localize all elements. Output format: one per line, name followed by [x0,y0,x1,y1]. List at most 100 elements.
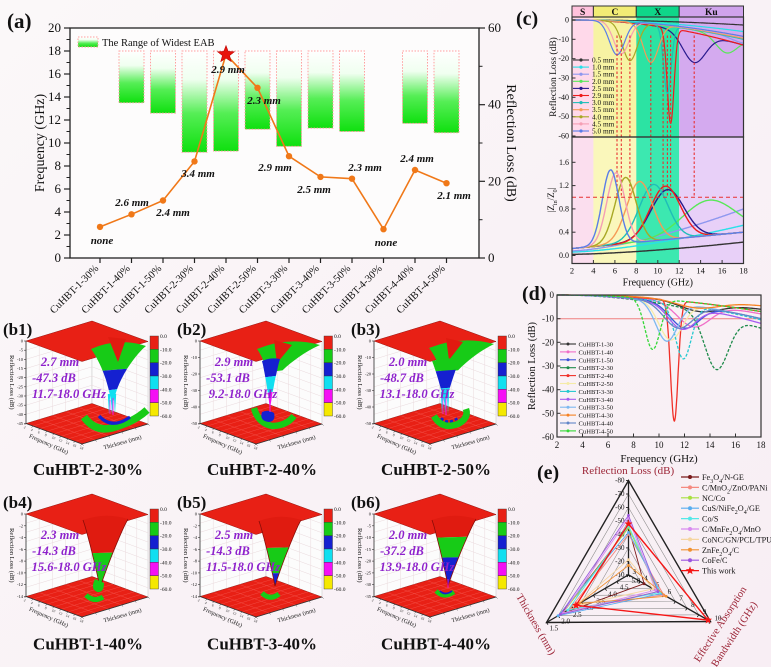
svg-text:2.5 mm: 2.5 mm [214,528,253,542]
svg-text:-20: -20 [17,375,24,380]
svg-text:CuHBT-4-40: CuHBT-4-40 [579,421,614,428]
svg-text:-50.0: -50.0 [508,574,520,580]
svg-text:CuHBT-2-30%: CuHBT-2-30% [33,460,143,479]
svg-text:1.2: 1.2 [559,181,569,190]
svg-text:-10: -10 [17,357,24,362]
svg-text:-20: -20 [542,337,554,347]
svg-text:16: 16 [246,616,251,621]
svg-text:-30.0: -30.0 [334,374,346,380]
svg-text:6: 6 [37,430,40,434]
svg-text:CuHBT-2-50%: CuHBT-2-50% [381,460,491,479]
svg-text:-30.0: -30.0 [508,374,520,380]
svg-text:-30: -30 [17,394,24,399]
svg-text:18: 18 [253,446,258,451]
svg-text:This work: This work [702,567,736,576]
svg-text:-60.0: -60.0 [334,587,346,593]
svg-text:-14: -14 [17,594,24,599]
svg-text:2.3 mm: 2.3 mm [347,162,382,174]
svg-text:8: 8 [392,433,395,437]
svg-text:(e): (e) [537,462,559,484]
svg-text:CuHBT-3-40%: CuHBT-3-40% [207,635,317,654]
svg-text:2: 2 [23,425,26,429]
svg-text:-2: -2 [19,523,23,528]
svg-text:2.1 mm: 2.1 mm [436,190,471,202]
svg-text:-6: -6 [19,547,23,552]
svg-text:0: 0 [565,16,569,25]
svg-text:-10: -10 [191,570,198,575]
svg-text:16: 16 [718,266,727,276]
svg-text:10: 10 [399,435,404,440]
svg-text:-20: -20 [191,372,198,377]
svg-text:CoFe/C: CoFe/C [702,556,728,565]
svg-text:(b2): (b2) [177,320,206,339]
svg-text:4.0 mm: 4.0 mm [592,112,615,121]
svg-text:4: 4 [30,428,33,432]
svg-text:0: 0 [369,339,372,344]
svg-text:-12: -12 [17,582,23,587]
svg-text:-60.0: -60.0 [160,414,172,420]
svg-text:0: 0 [21,339,24,344]
svg-text:-50: -50 [542,408,554,418]
svg-text:8: 8 [55,158,62,173]
svg-text:-20.0: -20.0 [508,361,520,367]
svg-text:2.4 mm: 2.4 mm [155,207,190,219]
svg-text:-40: -40 [17,412,24,417]
svg-text:Reflection Loss (dB): Reflection Loss (dB) [8,355,15,410]
svg-text:3.4 mm: 3.4 mm [180,168,215,180]
svg-text:14: 14 [239,614,244,619]
svg-text:14: 14 [48,89,62,104]
svg-text:4: 4 [591,266,596,276]
svg-text:6: 6 [668,588,672,596]
svg-text:CuHBT-3-30: CuHBT-3-30 [579,389,614,396]
svg-text:11.5-18.0 GHz: 11.5-18.0 GHz [206,560,280,574]
svg-text:10: 10 [51,608,56,613]
svg-text:Reflection Loss (dB): Reflection Loss (dB) [548,37,559,117]
svg-text:3.0 mm: 3.0 mm [592,98,615,107]
svg-text:2: 2 [23,598,26,602]
svg-text:0: 0 [21,512,24,517]
svg-text:18: 18 [79,619,84,624]
svg-text:6: 6 [211,430,214,434]
svg-text:CuHBT-1-40: CuHBT-1-40 [579,349,614,356]
svg-text:-60: -60 [558,132,569,141]
svg-text:(c): (c) [516,8,538,30]
svg-text:Ku: Ku [705,8,718,18]
svg-text:Reflection Loss (dB): Reflection Loss (dB) [8,528,15,583]
svg-text:2.6 mm: 2.6 mm [114,197,149,209]
svg-text:CuHBT-2-40%: CuHBT-2-40% [207,460,317,479]
svg-text:-50.0: -50.0 [160,574,172,580]
svg-text:-25: -25 [17,384,24,389]
svg-text:10: 10 [399,608,404,613]
svg-text:40: 40 [488,97,501,112]
svg-text:(a): (a) [7,9,32,33]
svg-text:60: 60 [488,20,501,35]
svg-text:3.5 mm: 3.5 mm [592,105,615,114]
svg-text:10: 10 [654,266,663,276]
svg-text:4.5 mm: 4.5 mm [592,119,615,128]
svg-text:-35: -35 [17,403,24,408]
svg-text:-12: -12 [191,582,197,587]
svg-text:-4: -4 [193,535,197,540]
svg-text:Reflection Loss (dB): Reflection Loss (dB) [503,84,518,202]
svg-text:CuHBT-1-40%: CuHBT-1-40% [33,635,143,654]
svg-text:18: 18 [427,446,432,451]
svg-text:Reflection Loss (dB): Reflection Loss (dB) [182,355,189,410]
svg-text:Reflection Loss (dB): Reflection Loss (dB) [582,465,675,477]
svg-text:-10.0: -10.0 [160,520,172,526]
svg-text:10: 10 [715,615,723,623]
svg-text:-8: -8 [193,559,197,564]
svg-text:-30.0: -30.0 [160,547,172,553]
svg-text:0.0: 0.0 [334,334,341,340]
svg-text:8: 8 [691,601,695,609]
svg-text:0.5 mm: 0.5 mm [592,56,615,65]
svg-text:20: 20 [488,173,501,188]
svg-text:-20: -20 [558,54,569,63]
svg-text:CuHBT-2-40: CuHBT-2-40 [579,373,614,380]
svg-text:-40.0: -40.0 [160,560,172,566]
svg-text:4: 4 [55,204,62,219]
svg-text:-37.2 dB: -37.2 dB [380,544,424,558]
svg-text:16: 16 [48,66,62,81]
svg-text:-20.0: -20.0 [508,534,520,540]
svg-text:2.5 mm: 2.5 mm [296,184,331,196]
svg-text:2.3 mm: 2.3 mm [246,95,281,107]
